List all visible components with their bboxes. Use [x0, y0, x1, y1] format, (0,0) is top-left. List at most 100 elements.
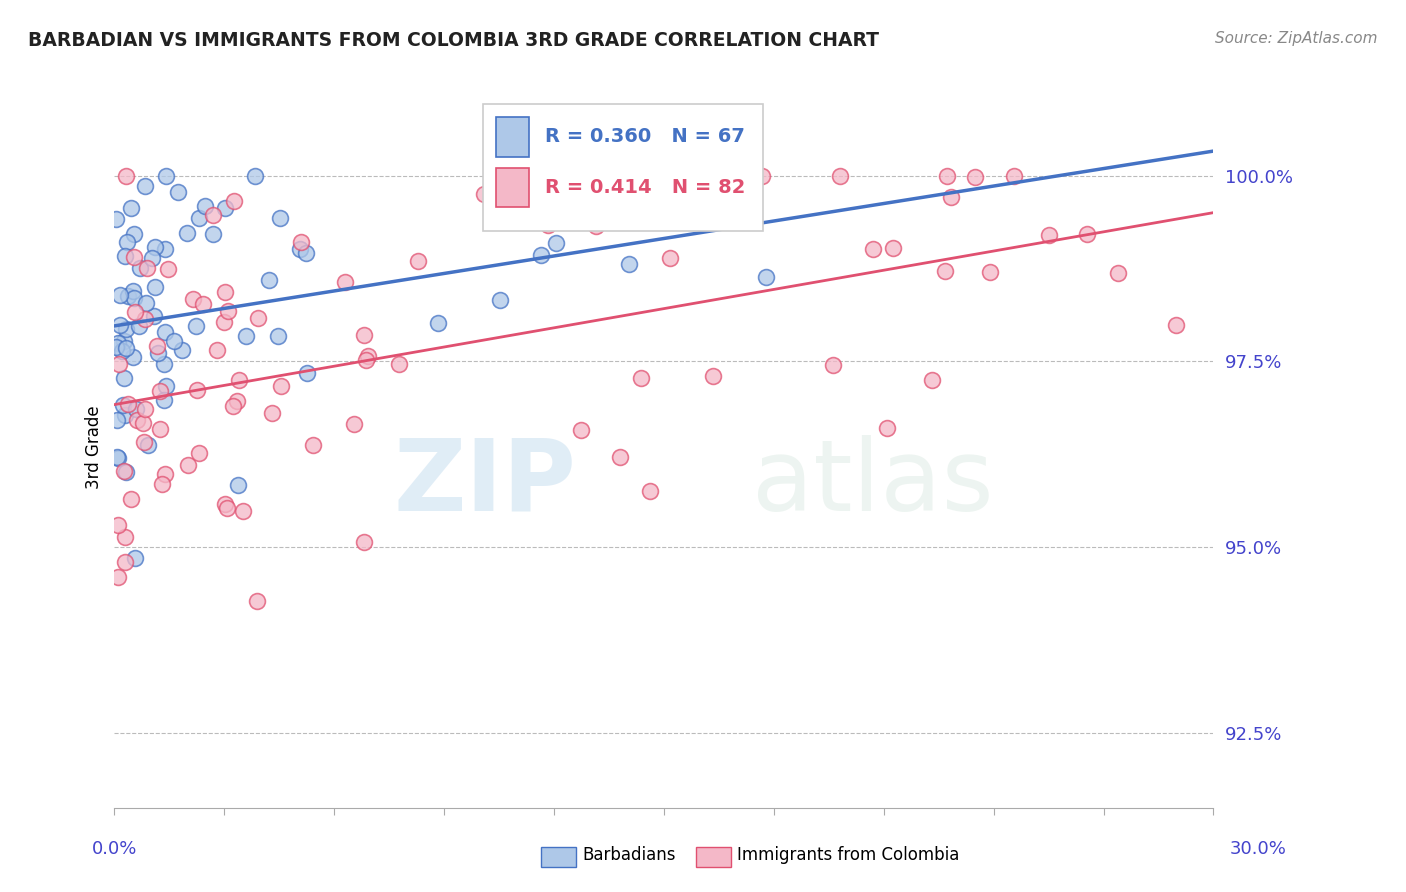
- Text: Barbadians: Barbadians: [582, 847, 676, 864]
- Text: R = 0.360   N = 67: R = 0.360 N = 67: [546, 128, 745, 146]
- Point: [107, 518, 129, 533]
- Text: Immigrants from Colombia: Immigrants from Colombia: [737, 847, 959, 864]
- Point: [1002, 169, 1025, 183]
- Point: [124, 227, 146, 242]
- Point: [702, 369, 724, 384]
- Point: [201, 227, 224, 241]
- Point: [128, 318, 150, 333]
- Point: [260, 406, 283, 420]
- Point: [659, 252, 682, 266]
- Point: [149, 384, 172, 398]
- Point: [474, 186, 496, 201]
- Point: [112, 464, 135, 478]
- Point: [333, 276, 356, 290]
- Point: [105, 450, 128, 465]
- Point: [131, 416, 153, 430]
- Point: [243, 169, 266, 184]
- Point: [150, 477, 173, 491]
- Point: [1076, 227, 1098, 242]
- Point: [939, 190, 962, 204]
- Point: [135, 296, 157, 310]
- Point: [122, 284, 145, 298]
- Point: [630, 370, 652, 384]
- Point: [267, 329, 290, 343]
- Point: [530, 248, 553, 262]
- Point: [754, 270, 776, 285]
- FancyBboxPatch shape: [482, 104, 763, 231]
- Text: atlas: atlas: [752, 434, 994, 532]
- Point: [979, 265, 1001, 279]
- FancyBboxPatch shape: [496, 117, 529, 157]
- Point: [214, 201, 236, 215]
- Point: [166, 185, 188, 199]
- Point: [270, 379, 292, 393]
- Point: [107, 570, 129, 584]
- Point: [537, 218, 560, 232]
- Point: [226, 394, 249, 409]
- Point: [117, 397, 139, 411]
- Point: [114, 322, 136, 336]
- Point: [226, 477, 249, 491]
- Point: [187, 211, 209, 225]
- Point: [544, 236, 567, 251]
- Text: BARBADIAN VS IMMIGRANTS FROM COLOMBIA 3RD GRADE CORRELATION CHART: BARBADIAN VS IMMIGRANTS FROM COLOMBIA 3R…: [28, 31, 879, 50]
- Text: Source: ZipAtlas.com: Source: ZipAtlas.com: [1215, 31, 1378, 46]
- Point: [157, 261, 180, 276]
- Point: [269, 211, 291, 226]
- Point: [1164, 318, 1187, 333]
- Point: [134, 178, 156, 193]
- Text: 30.0%: 30.0%: [1230, 840, 1286, 858]
- Point: [120, 201, 142, 215]
- Point: [122, 350, 145, 364]
- Point: [120, 492, 142, 507]
- Point: [821, 358, 844, 372]
- Point: [107, 451, 129, 466]
- Point: [108, 318, 131, 332]
- Point: [862, 243, 884, 257]
- Point: [214, 315, 236, 329]
- Point: [153, 242, 176, 256]
- Point: [136, 260, 159, 275]
- Point: [494, 211, 516, 226]
- Point: [353, 535, 375, 549]
- Point: [108, 288, 131, 302]
- Point: [228, 373, 250, 387]
- Point: [181, 292, 204, 306]
- Point: [122, 250, 145, 264]
- Point: [427, 316, 450, 330]
- Text: ZIP: ZIP: [394, 434, 576, 532]
- Point: [201, 208, 224, 222]
- Text: 0.0%: 0.0%: [91, 840, 136, 858]
- Point: [155, 169, 177, 183]
- FancyBboxPatch shape: [496, 168, 529, 207]
- Point: [177, 458, 200, 472]
- Point: [186, 318, 208, 333]
- Point: [295, 245, 318, 260]
- Point: [257, 273, 280, 287]
- Point: [388, 357, 411, 371]
- Point: [222, 399, 245, 413]
- Point: [153, 325, 176, 339]
- Point: [105, 340, 128, 354]
- Point: [111, 398, 134, 412]
- Point: [112, 334, 135, 349]
- Point: [343, 417, 366, 431]
- Point: [290, 235, 312, 249]
- Point: [828, 169, 851, 183]
- Point: [354, 353, 377, 368]
- Point: [585, 219, 607, 234]
- Point: [115, 169, 138, 183]
- Point: [751, 169, 773, 183]
- Point: [246, 311, 269, 326]
- Point: [214, 498, 236, 512]
- Point: [217, 303, 239, 318]
- Point: [107, 335, 129, 350]
- Point: [921, 373, 943, 387]
- Point: [134, 312, 156, 326]
- Point: [146, 345, 169, 359]
- Point: [187, 446, 209, 460]
- Point: [143, 240, 166, 254]
- Point: [129, 261, 152, 276]
- Point: [205, 343, 228, 357]
- Point: [288, 243, 311, 257]
